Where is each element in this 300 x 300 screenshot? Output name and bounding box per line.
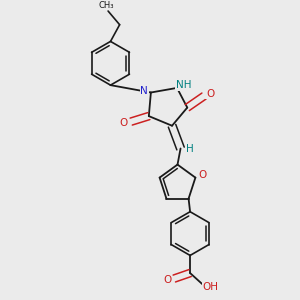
Text: O: O [198, 170, 206, 180]
Text: OH: OH [202, 282, 218, 292]
Text: H: H [186, 144, 194, 154]
Text: O: O [206, 88, 214, 99]
Text: NH: NH [176, 80, 191, 91]
Text: O: O [119, 118, 128, 128]
Text: O: O [163, 275, 171, 285]
Text: CH₃: CH₃ [99, 1, 114, 10]
Text: N: N [140, 86, 148, 96]
